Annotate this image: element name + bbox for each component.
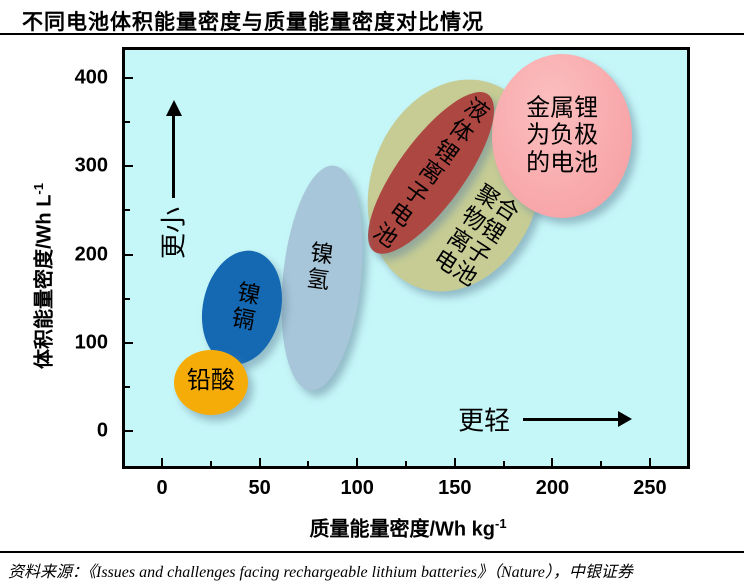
ellipse-wrap-lead-acid	[173, 349, 248, 415]
x-minor-tick	[502, 461, 505, 466]
x-axis-title-text: 质量能量密度/Wh kg	[309, 518, 495, 541]
x-major-tick	[161, 458, 164, 466]
ellipse-label-metal-li-anode: 金属锂 为负极 的电池	[526, 94, 599, 177]
y-tick-label: 0	[96, 419, 108, 442]
x-tick-label: 150	[438, 477, 472, 499]
y-minor-tick	[125, 297, 130, 300]
x-minor-tick	[600, 461, 603, 466]
y-tick-label: 100	[74, 331, 108, 354]
y-major-tick	[125, 77, 133, 80]
y-axis-title-sup: -1	[30, 183, 46, 195]
y-major-tick	[125, 341, 133, 344]
x-minor-tick	[307, 461, 310, 466]
y-minor-tick	[125, 385, 130, 388]
y-tick-label: 400	[74, 66, 108, 89]
y-tick-label: 300	[74, 154, 108, 177]
title-divider	[0, 33, 744, 35]
y-minor-tick	[125, 121, 130, 124]
ellipse-label-lead-acid: 铅酸	[186, 367, 235, 395]
x-axis-title-sup: -1	[494, 515, 507, 531]
ellipse-lead-acid	[173, 349, 248, 415]
annotation-smaller: 更小	[158, 207, 189, 260]
y-major-tick	[125, 429, 133, 432]
x-tick-label: 0	[156, 477, 168, 499]
page-title: 不同电池体积能量密度与质量能量密度对比情况	[22, 11, 484, 34]
x-tick-label: 200	[535, 477, 570, 499]
y-tick-label: 200	[74, 243, 108, 265]
x-axis-title: 质量能量密度/Wh kg-1	[309, 513, 506, 542]
source-text: 资料来源：《Issues and challenges facing recha…	[8, 564, 633, 581]
smaller-arrow-shaft	[172, 113, 176, 198]
footer-divider	[0, 551, 744, 553]
x-tick-label: 50	[248, 477, 271, 499]
x-minor-tick	[209, 461, 212, 466]
x-minor-tick	[405, 461, 407, 466]
up-arrow-head	[165, 100, 182, 117]
right-arrow-head	[618, 411, 633, 428]
y-major-tick	[125, 165, 133, 168]
x-major-tick	[648, 458, 651, 466]
ellipse-wrap-metal-li-anode	[491, 54, 633, 219]
y-major-tick	[125, 253, 133, 256]
ellipse-metal-li-anode	[491, 54, 633, 219]
plot-area: 聚合 物锂 离子 电池液体锂离子电池镍氢镍镉铅酸 金属锂 为负极 的电池 更小 更轻	[122, 47, 690, 469]
x-tick-label: 100	[340, 477, 374, 499]
x-major-tick	[258, 458, 261, 466]
x-major-tick	[551, 458, 554, 466]
y-minor-tick	[125, 209, 130, 212]
annotation-lighter: 更轻	[458, 405, 511, 436]
x-major-tick	[453, 458, 456, 466]
lighter-arrow-shaft	[523, 417, 620, 421]
x-major-tick	[356, 458, 359, 466]
x-tick-label: 250	[633, 477, 667, 499]
